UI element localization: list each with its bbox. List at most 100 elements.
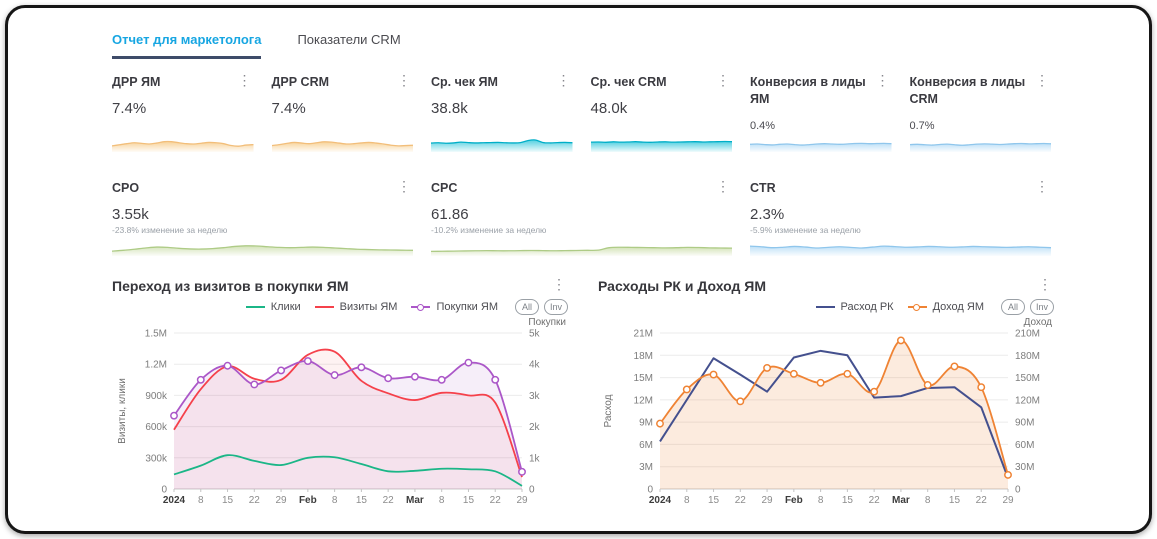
svg-text:3M: 3M	[639, 462, 653, 473]
svg-text:0: 0	[1015, 485, 1021, 496]
chart-panel: Расходы РК и Доход ЯМ ⋮ Расход РК Доход ЯМ A…	[598, 276, 1054, 520]
svg-text:15: 15	[708, 495, 720, 506]
kpi-card-title: Ср. чек ЯМ	[431, 75, 498, 89]
kpi-card-delta: -23.8% изменение за неделю	[112, 224, 228, 235]
legend-filters: All Inv	[515, 299, 568, 315]
line-chart: 2024 8 15 22 29 Feb 8 15 22 Mar 8 15 22 290300k600k90…	[117, 317, 566, 506]
kpi-card-title: ДРР CRM	[271, 75, 330, 89]
kpi-card-value: 0.7%	[909, 119, 935, 132]
kpi-card-value: 38.8k	[431, 99, 468, 117]
svg-text:1k: 1k	[529, 453, 541, 464]
legend-swatch	[815, 306, 835, 308]
kpi-card: ДРР CRM ⋮ 7.4%	[271, 72, 413, 152]
kpi-card-title: Конверсия в лиды CRM	[909, 75, 1026, 106]
svg-text:15: 15	[842, 495, 854, 506]
chart-panel: Переход из визитов в покупки ЯМ ⋮ Клики Виз…	[112, 276, 568, 520]
svg-text:2024: 2024	[649, 495, 672, 506]
kpi-card-title: CTR	[750, 181, 776, 195]
svg-text:15: 15	[222, 495, 234, 506]
svg-text:Доход: Доход	[1024, 317, 1053, 328]
svg-text:22: 22	[383, 495, 395, 506]
kpi-card: Конверсия в лиды ЯМ ⋮ 0.4%	[750, 72, 892, 152]
kpi-card: Ср. чек ЯМ ⋮ 38.8k	[431, 72, 573, 152]
svg-text:3k: 3k	[529, 391, 541, 402]
legend-item[interactable]: Клики	[245, 301, 301, 313]
svg-text:22: 22	[490, 495, 502, 506]
svg-text:Mar: Mar	[892, 495, 910, 506]
tab-crm-metrics[interactable]: Показатели CRM	[297, 32, 401, 47]
svg-text:300k: 300k	[145, 453, 168, 464]
legend-filter-all[interactable]: All	[515, 299, 539, 315]
kpi-card-title: Конверсия в лиды ЯМ	[750, 75, 866, 106]
kpi-card-delta: -10.2% изменение за неделю	[431, 224, 547, 235]
svg-text:15: 15	[949, 495, 961, 506]
kpi-card: ДРР ЯМ ⋮ 7.4%	[112, 72, 254, 152]
svg-text:18M: 18M	[634, 351, 653, 362]
sparkline	[590, 132, 732, 152]
svg-text:0: 0	[529, 485, 535, 496]
svg-text:150M: 150M	[1015, 373, 1040, 384]
kpi-cards: ДРР ЯМ ⋮ 7.4% ДРР CRM ⋮ 7.4% Ср. чек ЯМ ⋮ 38.8k С…	[112, 72, 1051, 256]
svg-text:210M: 210M	[1015, 329, 1040, 340]
svg-text:30M: 30M	[1015, 462, 1034, 473]
chart-area: 2024 8 15 22 29 Feb 8 15 22 Mar 8 15 22 29 0 3M 6M 9M 12M 1…	[598, 315, 1054, 520]
svg-text:2k: 2k	[529, 422, 541, 433]
svg-text:Feb: Feb	[785, 495, 803, 506]
line-chart: 2024 8 15 22 29 Feb 8 15 22 Mar 8 15 22 2903M6M9M12M1…	[603, 317, 1053, 506]
sparkline	[750, 236, 1051, 256]
kebab-menu-icon[interactable]: ⋮	[556, 72, 571, 88]
svg-text:22: 22	[976, 495, 988, 506]
svg-text:21M: 21M	[634, 329, 653, 340]
sparkline	[112, 236, 413, 256]
kebab-menu-icon[interactable]: ⋮	[552, 276, 566, 292]
svg-text:5k: 5k	[529, 329, 541, 340]
legend-item[interactable]: Визиты ЯМ	[314, 301, 397, 313]
legend-item[interactable]: Доход ЯМ	[907, 301, 984, 313]
kebab-menu-icon[interactable]: ⋮	[1038, 276, 1052, 292]
svg-text:60M: 60M	[1015, 440, 1034, 451]
legend-filter-inv[interactable]: Inv	[1030, 299, 1054, 315]
kebab-menu-icon[interactable]: ⋮	[397, 178, 411, 194]
kebab-menu-icon[interactable]: ⋮	[716, 178, 730, 194]
kpi-card-title: ДРР ЯМ	[112, 75, 161, 89]
svg-text:12M: 12M	[634, 395, 653, 406]
svg-text:Mar: Mar	[406, 495, 424, 506]
kebab-menu-icon[interactable]: ⋮	[716, 72, 730, 88]
legend-swatch	[245, 306, 265, 308]
kpi-card: CPC ⋮ 61.86 -10.2% изменение за неделю	[431, 178, 732, 256]
legend-filter-all[interactable]: All	[1001, 299, 1025, 315]
svg-text:1.5M: 1.5M	[145, 329, 167, 340]
svg-text:9M: 9M	[639, 418, 653, 429]
svg-text:1.2M: 1.2M	[145, 360, 167, 371]
kpi-card-title: Ср. чек CRM	[590, 75, 667, 89]
kpi-card-value: 7.4%	[271, 99, 306, 117]
svg-text:29: 29	[516, 495, 528, 506]
legend-filters: All Inv	[1001, 299, 1054, 315]
svg-text:8: 8	[198, 495, 204, 506]
kpi-card-value: 48.0k	[590, 99, 628, 117]
kebab-menu-icon[interactable]: ⋮	[397, 72, 411, 88]
svg-text:22: 22	[249, 495, 261, 506]
legend-filter-inv[interactable]: Inv	[544, 299, 568, 315]
legend-marker-dot	[913, 303, 921, 311]
svg-text:29: 29	[1002, 495, 1014, 506]
legend-label: Доход ЯМ	[932, 301, 984, 313]
svg-text:0: 0	[647, 485, 653, 496]
svg-text:29: 29	[276, 495, 288, 506]
svg-text:180M: 180M	[1015, 351, 1040, 362]
legend-item[interactable]: Покупки ЯМ	[411, 301, 498, 313]
svg-text:8: 8	[439, 495, 445, 506]
kebab-menu-icon[interactable]: ⋮	[237, 72, 252, 88]
svg-text:8: 8	[818, 495, 824, 506]
svg-text:Feb: Feb	[299, 495, 317, 506]
kebab-menu-icon[interactable]: ⋮	[875, 72, 890, 88]
sparkline	[271, 132, 413, 152]
kebab-menu-icon[interactable]: ⋮	[1035, 178, 1049, 194]
svg-text:Визиты, клики: Визиты, клики	[117, 378, 128, 444]
kpi-card: CPO ⋮ 3.55k -23.8% изменение за неделю	[112, 178, 413, 256]
legend-item[interactable]: Расход РК	[815, 301, 894, 313]
sparkline	[909, 132, 1051, 152]
kebab-menu-icon[interactable]: ⋮	[1035, 72, 1049, 88]
svg-text:Покупки: Покупки	[528, 317, 566, 328]
tab-marketing-report[interactable]: Отчет для маркетолога	[112, 32, 262, 59]
